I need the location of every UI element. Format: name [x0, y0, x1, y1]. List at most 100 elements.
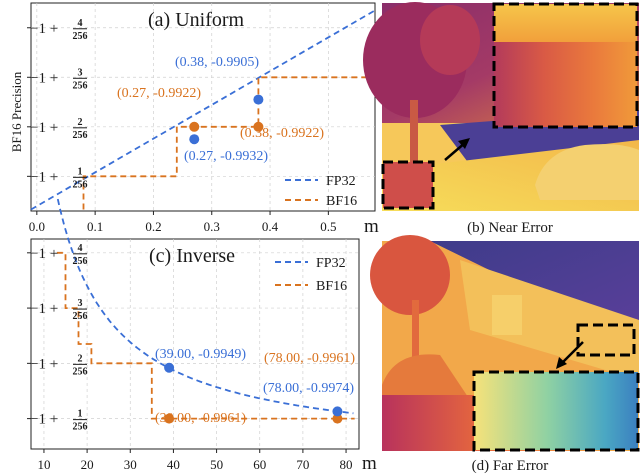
- ytick-label-num-a-3: 4: [78, 18, 83, 29]
- ytick-label-num-a-1: 2: [78, 117, 83, 128]
- ytick-label-den-c-1: 256: [73, 366, 88, 377]
- ytick-label-num-c-0: 1: [78, 409, 83, 420]
- ytick-label-a-0: −1 + 1 256: [30, 166, 88, 190]
- ytick-label-prefix-c-3: −1 +: [30, 246, 58, 262]
- ticks-c: 10 20 30 40 50 60 70 80 −1 + 1 256 −1 + 2 256 −1 + 3 256…: [27, 243, 353, 472]
- xtick-label-c-1: 20: [81, 457, 94, 472]
- legend-a-fp32-label: FP32: [326, 174, 356, 189]
- annotation-c-fp32-left: (39.00, -0.9949): [155, 347, 246, 362]
- legend-c-bf16-label: BF16: [316, 279, 347, 294]
- panel-b-caption: (b) Near Error: [467, 220, 553, 236]
- point-a-bf16-1: [189, 121, 200, 132]
- point-c-fp32-0: [164, 362, 175, 373]
- far-zoom-arrowhead: [556, 357, 567, 369]
- point-c-fp32-3: [332, 406, 343, 417]
- xtick-label-c-2: 30: [124, 457, 137, 472]
- point-c-bf16-2: [332, 413, 343, 424]
- far-depth-sign: [492, 295, 522, 335]
- legend-c: FP32 BF16: [275, 256, 347, 294]
- xtick-label-c-0: 10: [37, 457, 50, 472]
- series-a-fp32: [30, 9, 376, 211]
- ytick-label-a-2: −1 + 3 256: [30, 67, 88, 91]
- ytick-label-prefix-a-2: −1 +: [30, 70, 58, 86]
- panel-c-xunit: m: [362, 453, 377, 474]
- plot-area-a: [30, 2, 376, 212]
- point-c-bf16-1: [164, 413, 175, 424]
- panel-a-ylabel: BF16 Precision: [9, 71, 24, 152]
- panel-c-title: (c) Inverse: [149, 245, 235, 267]
- panel-d-caption: (d) Far Error: [472, 458, 549, 474]
- ytick-label-num-a-2: 3: [78, 67, 83, 78]
- far-depth-tree-canopy: [370, 235, 450, 315]
- xtick-label-a-0: 0.0: [29, 219, 45, 234]
- point-a-bf16-2: [253, 121, 264, 132]
- xtick-label-a-1: 0.1: [87, 219, 103, 234]
- plot-area-c: [30, 238, 360, 450]
- near-depth-tree-trunk: [410, 100, 418, 170]
- near-inset-frame: [492, 2, 639, 129]
- xtick-label-c-3: 40: [167, 457, 180, 472]
- ytick-label-den-a-2: 256: [73, 80, 88, 91]
- grid-c: [31, 239, 359, 449]
- ytick-label-prefix-a-3: −1 +: [30, 21, 58, 37]
- near-zoom-arrowhead: [458, 138, 470, 149]
- annotation-a-fp32-low: (0.27, -0.9932): [184, 149, 268, 164]
- legend-c-fp32-label: FP32: [316, 256, 346, 271]
- ytick-label-c-3: −1 + 4 256: [30, 243, 88, 267]
- xtick-label-c-5: 60: [253, 457, 266, 472]
- ytick-label-c-2: −1 + 3 256: [30, 298, 88, 322]
- annotation-a-bf16-left: (0.27, -0.9922): [117, 86, 201, 101]
- ytick-label-c-1: −1 + 2 256: [30, 353, 88, 377]
- grid-a: [31, 3, 375, 211]
- series-c-fp32: [56, 198, 354, 415]
- ticks-a: 0.0 0.1 0.2 0.3 0.4 0.5 −1 + 1 256 −1 + 2 256 −1 + 3 2…: [27, 18, 336, 234]
- panel-c-inverse: 10 20 30 40 50 60 70 80 −1 + 1 256 −1 + 2 256 −1 + 3 256…: [27, 198, 377, 474]
- legend-a-bf16-label: BF16: [326, 194, 357, 209]
- ytick-label-den-c-3: 256: [73, 256, 88, 267]
- series-a-bf16: [82, 76, 375, 210]
- ytick-label-a-1: −1 + 2 256: [30, 117, 88, 141]
- annotation-a-fp32-high: (0.38, -0.9905): [175, 55, 259, 70]
- near-depth-car: [535, 144, 639, 200]
- ytick-label-num-c-2: 3: [78, 298, 83, 309]
- legend-a: FP32 BF16: [285, 174, 357, 209]
- ytick-label-num-c-3: 4: [78, 243, 83, 254]
- panel-b-near-error-image: (b) Near Error: [363, 2, 639, 236]
- ytick-label-prefix-a-1: −1 +: [30, 120, 58, 136]
- ytick-label-den-c-2: 256: [73, 311, 88, 322]
- ytick-label-prefix-a-0: −1 +: [30, 169, 58, 185]
- far-zoom-arrow: [559, 341, 584, 366]
- panel-d-far-error-image: (d) Far Error: [370, 235, 640, 474]
- near-depth-tree-canopy-2: [420, 5, 480, 75]
- annotation-c-bf16-left: (39.00, -0.9961): [155, 411, 246, 426]
- far-region-frame: [576, 323, 636, 357]
- xtick-label-c-7: 80: [340, 457, 353, 472]
- panel-a-uniform: 0.0 0.1 0.2 0.3 0.4 0.5 −1 + 1 256 −1 + 2 256 −1 + 3 2…: [9, 2, 379, 237]
- ytick-label-num-a-0: 1: [78, 166, 83, 177]
- ytick-label-a-3: −1 + 4 256: [30, 18, 88, 42]
- series-c-bf16: [56, 251, 355, 420]
- near-region-frame: [381, 160, 435, 210]
- ytick-label-den-a-3: 256: [73, 31, 88, 42]
- xtick-label-a-3: 0.3: [204, 219, 220, 234]
- point-a-fp32-0: [253, 94, 264, 105]
- ytick-label-num-c-1: 2: [78, 353, 83, 364]
- ytick-label-den-a-1: 256: [73, 130, 88, 141]
- ytick-label-prefix-c-2: −1 +: [30, 301, 58, 317]
- xtick-label-a-5: 0.5: [320, 219, 336, 234]
- far-depth-building: [460, 260, 639, 380]
- far-depth-tree-trunk: [412, 300, 419, 370]
- ytick-label-den-c-0: 256: [73, 422, 88, 433]
- ytick-label-den-a-0: 256: [73, 179, 88, 190]
- point-a-fp32-3: [189, 134, 200, 145]
- ytick-label-prefix-c-1: −1 +: [30, 356, 58, 372]
- xtick-label-a-4: 0.4: [262, 219, 279, 234]
- xtick-label-c-6: 70: [296, 457, 309, 472]
- panel-a-title: (a) Uniform: [148, 9, 245, 31]
- annotation-c-bf16-right: (78.00, -0.9961): [264, 351, 355, 366]
- annotation-a-bf16-right: (0.38, -0.9922): [240, 126, 324, 141]
- far-inset-image: [472, 370, 640, 452]
- xtick-label-c-4: 50: [210, 457, 223, 472]
- annotation-c-fp32-right: (78.00, -0.9974): [263, 381, 354, 396]
